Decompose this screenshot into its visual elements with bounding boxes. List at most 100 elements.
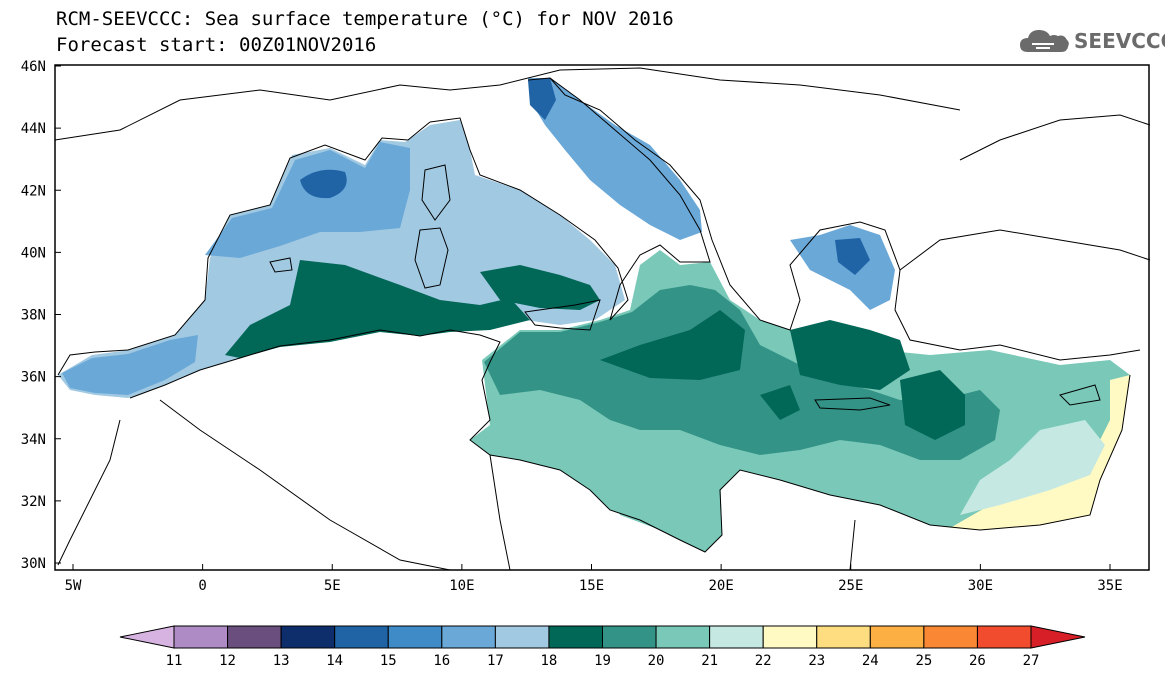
lat-tick-label: 42N bbox=[21, 183, 46, 199]
border-north-europe bbox=[54, 67, 961, 141]
lon-tick-label: 30E bbox=[968, 578, 993, 594]
colorbar-label: 16 bbox=[433, 653, 450, 669]
coastline-sardinia bbox=[414, 227, 449, 289]
coastline-crete bbox=[814, 397, 891, 411]
colorbar-swatch bbox=[709, 625, 764, 649]
colorbar-under-arrow bbox=[119, 625, 175, 649]
lon-tick-label: 35E bbox=[1097, 578, 1122, 594]
lat-tick-label: 38N bbox=[21, 308, 46, 324]
sst-field bbox=[58, 78, 1130, 552]
coastlines bbox=[54, 67, 1151, 571]
colorbar-label: 27 bbox=[1023, 653, 1040, 669]
sst-region-rhodes-gyre bbox=[900, 370, 965, 440]
map-frame-border bbox=[54, 64, 1150, 571]
lon-tick-label: 5W bbox=[65, 578, 82, 594]
colorbar-label: 17 bbox=[487, 653, 504, 669]
colorbar-swatch bbox=[441, 625, 496, 649]
colorbar-label: 22 bbox=[755, 653, 772, 669]
colorbar-label: 23 bbox=[808, 653, 825, 669]
sst-region-crete-west bbox=[760, 385, 800, 420]
latitude-axis: 46N 44N 42N 40N 38N 36N 34N 32N 30N bbox=[21, 59, 61, 572]
colorbar-swatch bbox=[655, 625, 711, 649]
lon-tick-label: 0 bbox=[198, 578, 206, 594]
forecast-start-label: Forecast start: 00Z01NOV2016 bbox=[56, 34, 377, 56]
colorbar: 11 12 13 14 15 16 17 18 19 20 21 22 23 24 25 26 27 bbox=[119, 625, 1086, 669]
seevccc-logo: SEEVCCC bbox=[1018, 26, 1165, 56]
colorbar-swatch bbox=[280, 625, 336, 649]
sst-region-sidra bbox=[600, 450, 722, 550]
colorbar-label: 13 bbox=[273, 653, 290, 669]
colorbar-label: 20 bbox=[648, 653, 665, 669]
sst-region-algerian-current bbox=[225, 260, 530, 358]
coastline-italy bbox=[429, 77, 711, 321]
colorbar-swatch bbox=[869, 625, 925, 649]
colorbar-swatch bbox=[227, 625, 282, 649]
lat-tick-label: 44N bbox=[21, 121, 46, 137]
colorbar-swatch bbox=[602, 625, 657, 649]
lat-tick-label: 34N bbox=[21, 432, 46, 448]
coastline-turkey bbox=[899, 229, 1151, 271]
sst-region-adriatic bbox=[528, 78, 702, 240]
coastline-sicily bbox=[524, 299, 601, 331]
sst-region-levantine-warm bbox=[950, 375, 1130, 530]
lon-tick-label: 25E bbox=[838, 578, 863, 594]
lat-tick-label: 32N bbox=[21, 494, 46, 510]
sst-region-levantine-21 bbox=[960, 420, 1105, 515]
lon-tick-label: 15E bbox=[579, 578, 604, 594]
colorbar-swatch bbox=[976, 625, 1032, 649]
sst-region-gulf-lion-core bbox=[300, 169, 347, 199]
colorbar-swatch bbox=[923, 625, 978, 649]
longitude-axis: 5W 0 5E 10E 15E 20E 25E 30E 35E bbox=[65, 564, 1123, 594]
sst-region-gulf-lion bbox=[205, 142, 410, 258]
sst-region-ionian-core bbox=[600, 310, 745, 380]
colorbar-over-arrow bbox=[1030, 625, 1086, 649]
lat-tick-label: 36N bbox=[21, 370, 46, 386]
sst-region-tyrrhenian-south bbox=[480, 265, 600, 310]
colorbar-label: 15 bbox=[380, 653, 397, 669]
sst-region-aegean-north bbox=[835, 238, 870, 275]
sst-region-central-med bbox=[484, 285, 1000, 460]
colorbar-label: 21 bbox=[701, 653, 718, 669]
colorbar-swatch bbox=[816, 625, 871, 649]
colorbar-swatch bbox=[548, 625, 603, 649]
colorbar-label: 25 bbox=[915, 653, 932, 669]
colorbar-label: 26 bbox=[969, 653, 986, 669]
lon-tick-label: 20E bbox=[708, 578, 733, 594]
colorbar-label: 14 bbox=[326, 653, 343, 669]
lon-tick-label: 10E bbox=[449, 578, 474, 594]
coastline-black-sea bbox=[959, 114, 1151, 161]
border-tunisia-libya bbox=[489, 454, 511, 571]
border-libya-egypt bbox=[849, 519, 856, 571]
lat-tick-label: 46N bbox=[21, 59, 46, 75]
coastline-balkans bbox=[549, 77, 1141, 361]
coastline-balearic bbox=[269, 257, 293, 273]
colorbar-label: 24 bbox=[862, 653, 879, 669]
map-title: RCM-SEEVCCC: Sea surface temperature (°C… bbox=[56, 8, 674, 30]
coastline-iberia bbox=[57, 121, 431, 376]
colorbar-swatch bbox=[173, 625, 229, 649]
colorbar-swatch bbox=[334, 625, 389, 649]
colorbar-swatch bbox=[762, 625, 818, 649]
sst-region-alboran bbox=[62, 335, 198, 395]
lat-tick-label: 30N bbox=[21, 556, 46, 572]
colorbar-label: 18 bbox=[541, 653, 558, 669]
colorbar-label: 11 bbox=[166, 653, 183, 669]
colorbar-swatch bbox=[387, 625, 443, 649]
sst-region-north-adriatic bbox=[528, 78, 556, 120]
sst-region-west-med bbox=[58, 120, 625, 398]
colorbar-swatch bbox=[494, 625, 550, 649]
coastline-north-africa bbox=[129, 329, 1131, 553]
cloud-logo-icon bbox=[1020, 30, 1069, 52]
lon-tick-label: 5E bbox=[324, 578, 341, 594]
coastline-cyprus bbox=[1059, 384, 1101, 406]
border-north-africa bbox=[57, 419, 121, 566]
colorbar-label: 12 bbox=[219, 653, 236, 669]
lat-tick-label: 40N bbox=[21, 245, 46, 261]
border-maghreb bbox=[159, 399, 451, 571]
sst-region-aegean-south bbox=[790, 320, 910, 390]
coastline-corsica bbox=[421, 164, 451, 221]
sst-region-aegean bbox=[790, 225, 895, 310]
logo-text: SEEVCCC bbox=[1074, 29, 1165, 53]
colorbar-label: 19 bbox=[594, 653, 611, 669]
